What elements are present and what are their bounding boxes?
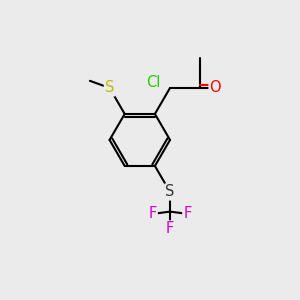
Text: Cl: Cl [147,75,161,90]
Text: F: F [183,206,192,221]
Text: F: F [166,221,174,236]
Text: S: S [105,80,114,95]
Text: S: S [165,184,175,200]
Text: O: O [210,80,221,95]
Text: F: F [148,206,157,221]
